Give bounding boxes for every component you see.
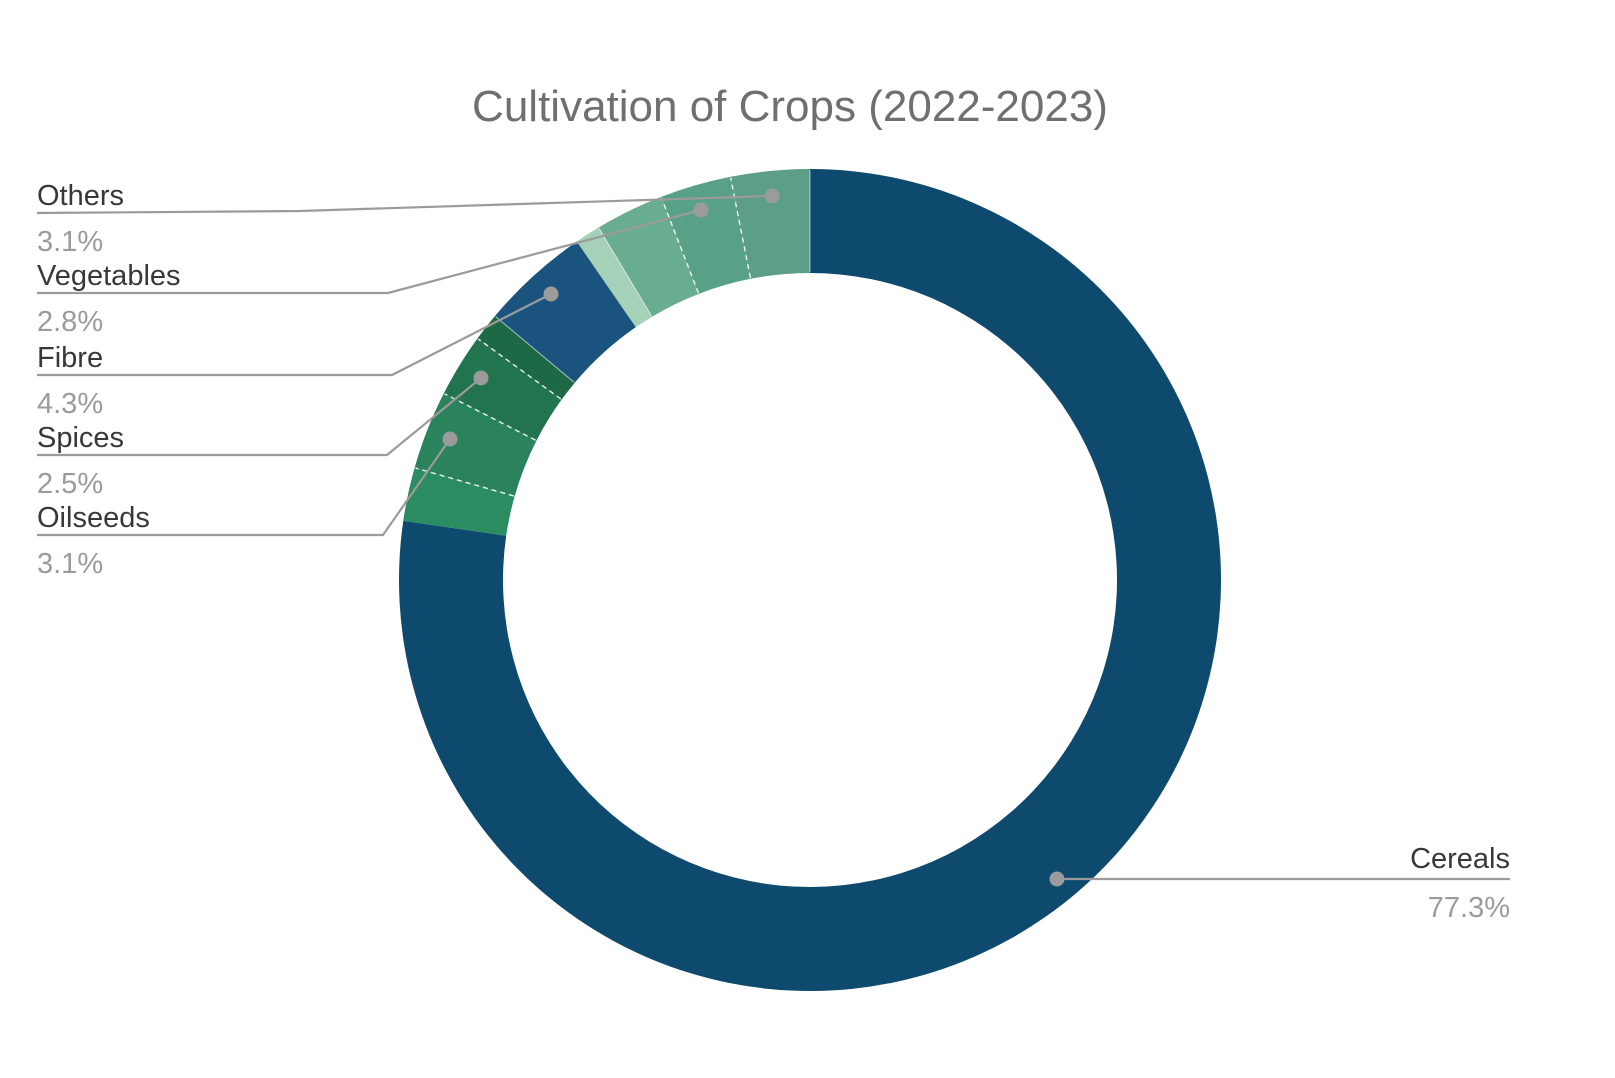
callout-value-oilseeds: 3.1%	[37, 548, 104, 580]
slice-fibre[interactable]	[494, 241, 636, 383]
leader-dot-others	[764, 188, 780, 204]
leader-line-spices	[37, 377, 482, 457]
slice-separator	[444, 393, 536, 441]
leader-dot-spices	[473, 370, 489, 386]
callout-label-oilseeds: Oilseeds	[37, 502, 150, 534]
leader-line-oilseeds	[37, 438, 451, 537]
callout-value-fibre: 4.3%	[37, 388, 104, 420]
callout-label-vegetables: Vegetables	[37, 260, 181, 292]
slice-vegetables[interactable]	[661, 176, 751, 294]
leader-line-fibre	[37, 293, 552, 377]
leader-line-vegetables	[37, 208, 702, 295]
slice-oilseeds[interactable]	[414, 393, 537, 497]
slice-separator	[495, 316, 575, 383]
slice-separator	[729, 177, 752, 278]
slice-spices[interactable]	[443, 338, 562, 441]
slice-unlabeled-6[interactable]	[576, 227, 653, 328]
callout-value-cereals: 77.3%	[1427, 892, 1510, 924]
callout-label-others: Others	[37, 180, 125, 212]
slice-separator	[415, 467, 514, 497]
leader-dot-fibre	[543, 286, 559, 302]
slice-separator	[477, 338, 562, 400]
leader-dot-vegetables	[693, 202, 709, 218]
callout-label-cereals: Cereals	[1410, 843, 1510, 875]
callout-label-spices: Spices	[37, 422, 125, 454]
slice-unlabeled-7[interactable]	[598, 196, 699, 317]
chart-title: Cultivation of Crops (2022-2023)	[472, 82, 1108, 131]
callout-value-vegetables: 2.8%	[37, 306, 104, 338]
callout-label-fibre: Fibre	[37, 342, 104, 374]
callout-value-spices: 2.5%	[37, 468, 104, 500]
leader-dot-oilseeds	[442, 431, 458, 447]
slice-separator	[598, 228, 653, 317]
leader-dot-cereals	[1049, 871, 1065, 887]
callout-value-others: 3.1%	[37, 226, 104, 258]
slice-separator	[660, 197, 700, 294]
slice-unlabeled-4[interactable]	[477, 316, 575, 400]
slice-unlabeled-1[interactable]	[403, 467, 515, 536]
leader-line-others	[36, 194, 773, 215]
